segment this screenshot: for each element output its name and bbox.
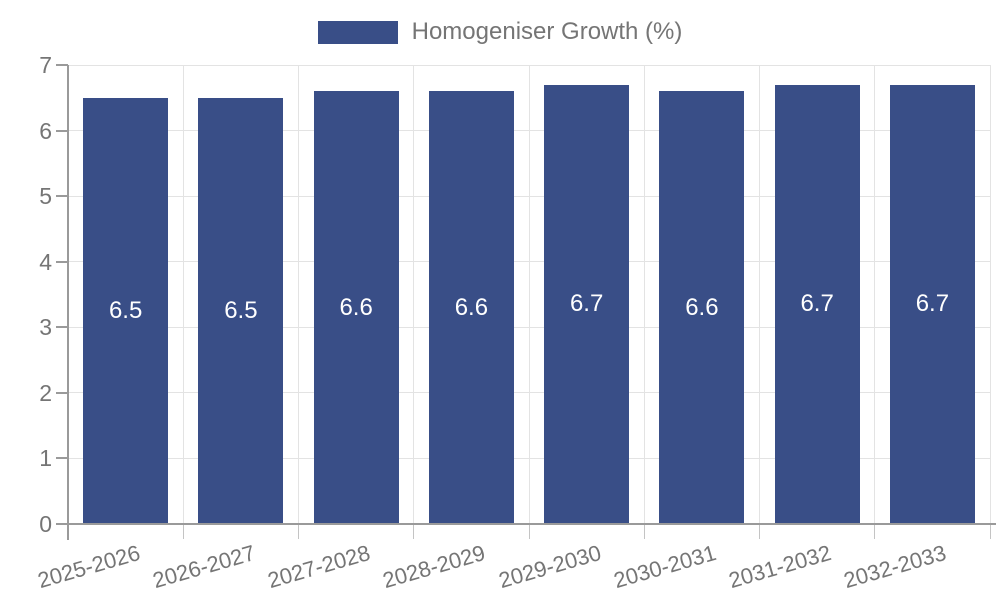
bar[interactable]: 6.7 <box>544 84 630 524</box>
y-tick-mark <box>56 391 68 394</box>
x-tick-mark <box>298 525 299 539</box>
bar[interactable]: 6.6 <box>428 91 514 524</box>
x-gridline <box>413 65 415 524</box>
bar-value-label: 6.7 <box>569 290 604 318</box>
bar[interactable]: 6.5 <box>83 97 169 524</box>
bar-value-label: 6.7 <box>800 290 834 318</box>
bar[interactable]: 6.7 <box>889 84 975 524</box>
y-tick-mark <box>56 64 68 66</box>
x-tick-label: 2029-2030 <box>495 540 604 594</box>
y-tick-mark <box>56 523 68 525</box>
x-tick-mark <box>643 525 645 539</box>
x-tick-label: 2030-2031 <box>610 540 719 594</box>
y-tick-label: 2 <box>39 379 52 406</box>
y-axis-line <box>67 65 69 540</box>
x-gridline <box>182 65 184 524</box>
x-gridline <box>643 65 645 524</box>
y-tick-mark <box>56 457 68 460</box>
y-tick-label: 0 <box>39 511 52 537</box>
y-tick-label: 6 <box>39 117 52 144</box>
x-tick-label: 2032-2033 <box>841 540 950 594</box>
x-tick-mark <box>874 525 876 539</box>
legend-swatch <box>317 20 398 44</box>
bar[interactable]: 6.5 <box>198 97 284 524</box>
x-gridline <box>759 65 760 524</box>
y-tick-mark <box>56 129 68 132</box>
x-tick-label: 2025-2026 <box>34 540 143 594</box>
x-tick-mark <box>759 525 760 539</box>
bar[interactable]: 6.6 <box>659 91 745 524</box>
y-tick-mark <box>56 195 68 198</box>
bar[interactable]: 6.7 <box>774 84 860 524</box>
x-tick-label: 2027-2028 <box>264 540 374 594</box>
bar-value-label: 6.6 <box>685 293 719 321</box>
bar-value-label: 6.7 <box>915 290 950 318</box>
bar-value-label: 6.6 <box>454 293 489 321</box>
y-tick-mark <box>56 260 68 263</box>
bar-value-label: 6.5 <box>108 296 143 324</box>
x-axis-line <box>56 523 996 525</box>
x-tick-mark <box>67 525 69 539</box>
bar[interactable]: 6.6 <box>313 91 399 524</box>
x-tick-mark <box>182 525 184 539</box>
chart-legend[interactable]: Homogeniser Growth (%) <box>0 18 1000 46</box>
y-tick-mark <box>56 326 68 329</box>
y-tick-label: 4 <box>39 248 52 275</box>
x-tick-mark <box>989 525 991 539</box>
bar-value-label: 6.6 <box>339 293 373 321</box>
x-gridline <box>298 65 299 524</box>
x-tick-mark <box>528 525 530 539</box>
x-tick-label: 2026-2027 <box>149 540 258 594</box>
x-gridline <box>874 65 876 524</box>
y-tick-label: 5 <box>39 183 52 210</box>
x-tick-label: 2028-2029 <box>380 540 489 594</box>
x-tick-mark <box>413 525 415 539</box>
legend-label: Homogeniser Growth (%) <box>411 18 683 45</box>
plot-area: 6.5 6.5 6.6 6.6 6.7 6.6 6.7 6.7 <box>68 64 991 524</box>
x-tick-label: 2031-2032 <box>725 540 835 594</box>
y-tick-label: 1 <box>39 445 52 472</box>
x-gridline <box>528 65 530 524</box>
bar-value-label: 6.5 <box>224 296 258 324</box>
y-tick-label: 7 <box>39 52 52 78</box>
x-gridline <box>989 65 991 524</box>
y-tick-label: 3 <box>39 314 52 341</box>
